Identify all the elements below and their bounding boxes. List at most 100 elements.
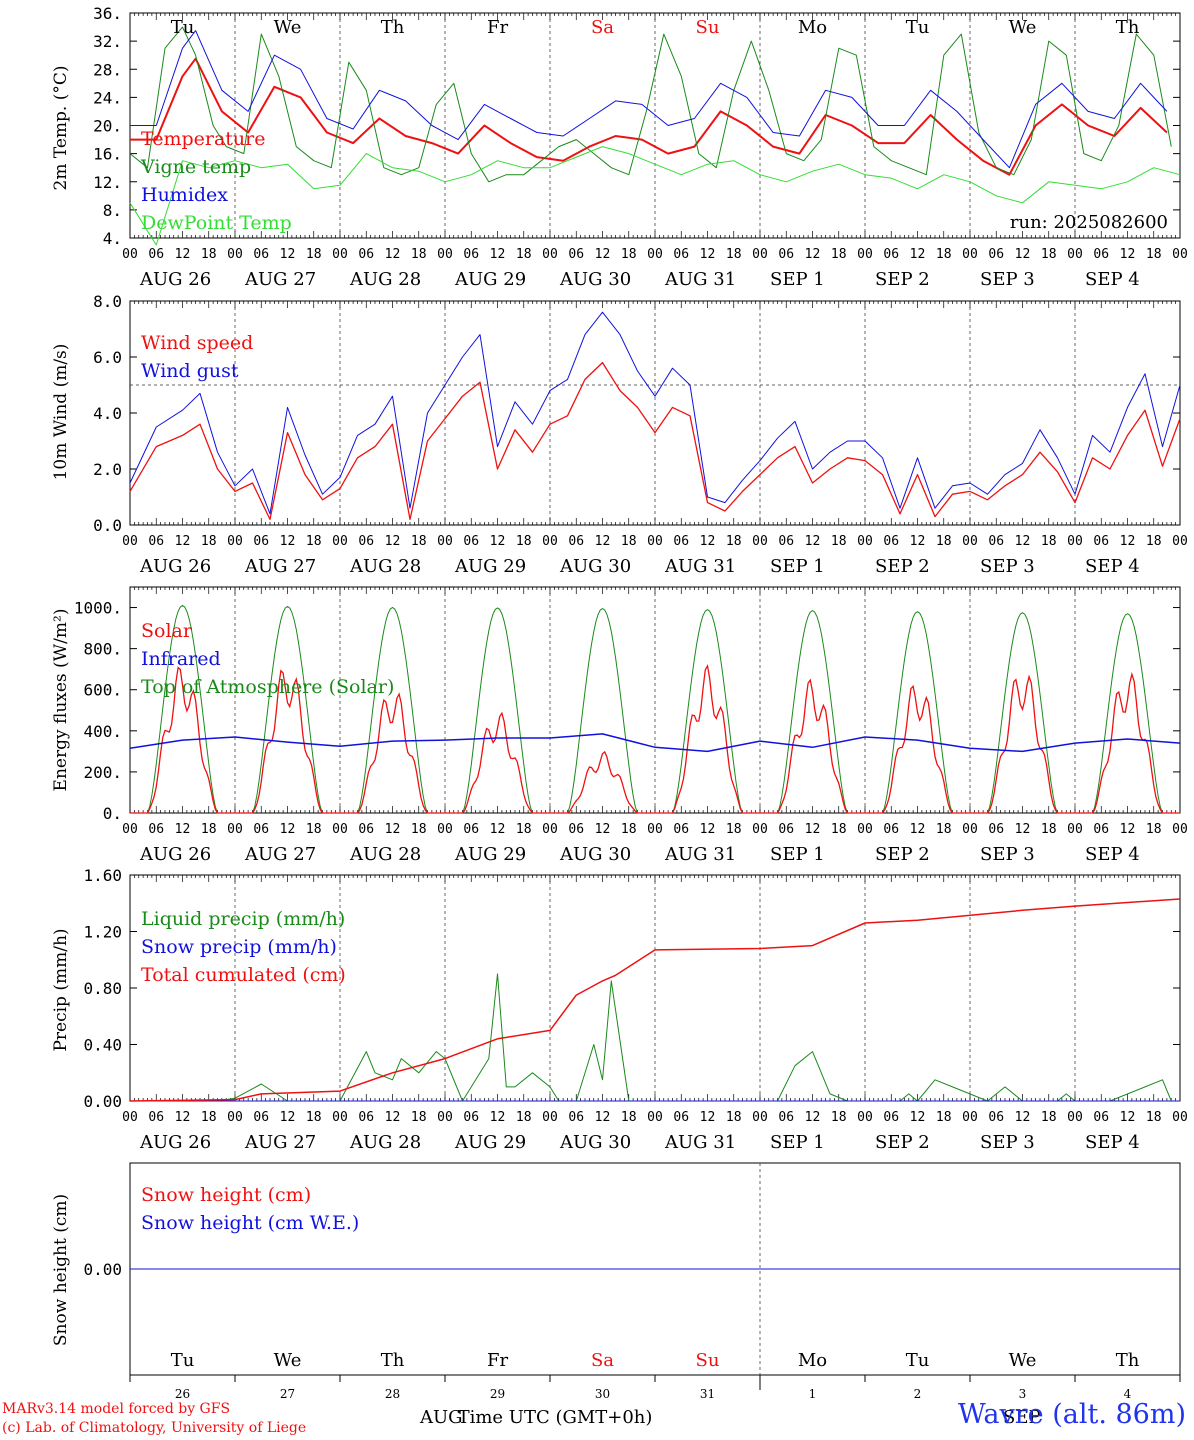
hour-tick-label: 00 xyxy=(1067,247,1083,262)
hour-tick-label: 00 xyxy=(122,1110,138,1125)
date-label: SEP 2 xyxy=(875,1132,930,1153)
hour-tick-label: 00 xyxy=(857,1110,873,1125)
date-label: AUG 29 xyxy=(454,1132,526,1153)
hour-tick-label: 12 xyxy=(1120,534,1136,549)
hour-tick-label: 18 xyxy=(1041,1110,1057,1125)
date-label: SEP 2 xyxy=(875,556,930,577)
y-tick-label: 0. xyxy=(103,804,122,823)
y-tick-label: 4. xyxy=(103,229,122,248)
hour-tick-label: 18 xyxy=(1146,1110,1162,1125)
date-label: AUG 27 xyxy=(244,556,316,577)
weekday-label: Fr xyxy=(487,1350,508,1371)
hour-tick-label: 06 xyxy=(1093,247,1109,262)
day-number-label: 29 xyxy=(490,1387,505,1401)
series-line xyxy=(129,898,1181,1102)
hour-tick-label: 06 xyxy=(673,534,689,549)
y-tick-label: 6.0 xyxy=(93,348,122,367)
hour-tick-label: 06 xyxy=(253,534,269,549)
hour-tick-label: 12 xyxy=(700,822,716,837)
date-label: AUG 30 xyxy=(559,1132,631,1153)
hour-tick-label: 12 xyxy=(910,822,926,837)
y-tick-label: 800. xyxy=(83,640,122,659)
hour-tick-label: 00 xyxy=(1172,822,1188,837)
hour-tick-label: 18 xyxy=(411,1110,427,1125)
weekday-label: Su xyxy=(696,17,720,38)
date-label: AUG 26 xyxy=(139,844,211,865)
y-tick-label: 1.20 xyxy=(83,923,122,942)
series-line xyxy=(130,57,1168,176)
y-tick-label: 4.0 xyxy=(93,404,122,423)
hour-tick-label: 18 xyxy=(621,822,637,837)
weekday-label: Tu xyxy=(906,17,930,38)
y-tick-label: 0.00 xyxy=(83,1092,122,1111)
hour-tick-label: 18 xyxy=(516,247,532,262)
hour-tick-label: 00 xyxy=(332,822,348,837)
month-label: SEP xyxy=(1003,1407,1041,1428)
date-label: SEP 2 xyxy=(875,844,930,865)
y-tick-label: 2.0 xyxy=(93,460,122,479)
y-tick-label: 0.80 xyxy=(83,979,122,998)
hour-tick-label: 06 xyxy=(463,822,479,837)
hour-tick-label: 12 xyxy=(280,822,296,837)
weekday-label: Th xyxy=(381,1350,405,1371)
hour-tick-label: 12 xyxy=(385,247,401,262)
hour-tick-label: 06 xyxy=(358,534,374,549)
series-line xyxy=(129,733,1181,753)
date-label: AUG 27 xyxy=(244,844,316,865)
hour-tick-label: 00 xyxy=(752,534,768,549)
date-label: AUG 26 xyxy=(139,556,211,577)
hour-tick-label: 12 xyxy=(595,247,611,262)
date-label: AUG 29 xyxy=(454,844,526,865)
hour-tick-label: 18 xyxy=(1146,534,1162,549)
legend-entry: Solar xyxy=(141,620,193,642)
hour-tick-label: 18 xyxy=(831,534,847,549)
location-label: Wavre (alt. 86m) xyxy=(958,1399,1186,1430)
hour-tick-label: 06 xyxy=(148,1110,164,1125)
weekday-label: We xyxy=(1009,17,1037,38)
hour-tick-label: 00 xyxy=(332,534,348,549)
date-label: AUG 28 xyxy=(349,556,421,577)
date-label: AUG 31 xyxy=(664,269,736,290)
hour-tick-label: 18 xyxy=(516,822,532,837)
date-label: SEP 3 xyxy=(980,844,1035,865)
weekday-label: Tu xyxy=(171,1350,195,1371)
hour-tick-label: 06 xyxy=(1093,1110,1109,1125)
series-line xyxy=(130,30,1168,169)
hour-tick-label: 12 xyxy=(175,1110,191,1125)
legend-entry: Vigne temp xyxy=(140,156,251,178)
hour-tick-label: 18 xyxy=(726,1110,742,1125)
hour-tick-label: 00 xyxy=(1067,1110,1083,1125)
panel-2 xyxy=(129,300,1181,526)
panel-frame xyxy=(129,12,1181,239)
y-tick-label: 0.0 xyxy=(93,516,122,535)
hour-tick-label: 00 xyxy=(332,1110,348,1125)
hour-tick-label: 06 xyxy=(1093,822,1109,837)
y-tick-label: 600. xyxy=(83,681,122,700)
day-number-label: 4 xyxy=(1124,1387,1132,1401)
hour-tick-label: 12 xyxy=(910,247,926,262)
hour-tick-label: 00 xyxy=(752,1110,768,1125)
weekday-label: We xyxy=(274,1350,302,1371)
hour-tick-label: 18 xyxy=(306,247,322,262)
hour-tick-label: 12 xyxy=(1120,1110,1136,1125)
date-label: AUG 26 xyxy=(139,1132,211,1153)
hour-tick-label: 18 xyxy=(936,534,952,549)
hour-tick-label: 00 xyxy=(962,247,978,262)
y-tick-label: 32. xyxy=(93,32,122,51)
hour-tick-label: 18 xyxy=(411,822,427,837)
y-axis-title: Precip (mm/h) xyxy=(51,928,71,1051)
hour-tick-label: 18 xyxy=(306,534,322,549)
hour-tick-label: 18 xyxy=(516,534,532,549)
panel-frame xyxy=(129,300,1181,526)
hour-tick-label: 18 xyxy=(936,822,952,837)
hour-tick-label: 12 xyxy=(175,247,191,262)
hour-tick-label: 06 xyxy=(883,534,899,549)
hour-tick-label: 06 xyxy=(988,1110,1004,1125)
hour-tick-label: 18 xyxy=(201,534,217,549)
hour-tick-label: 06 xyxy=(1093,534,1109,549)
hour-tick-label: 00 xyxy=(1172,1110,1188,1125)
weekday-label: Sa xyxy=(591,17,614,38)
hour-tick-label: 18 xyxy=(621,247,637,262)
hour-tick-label: 18 xyxy=(726,247,742,262)
